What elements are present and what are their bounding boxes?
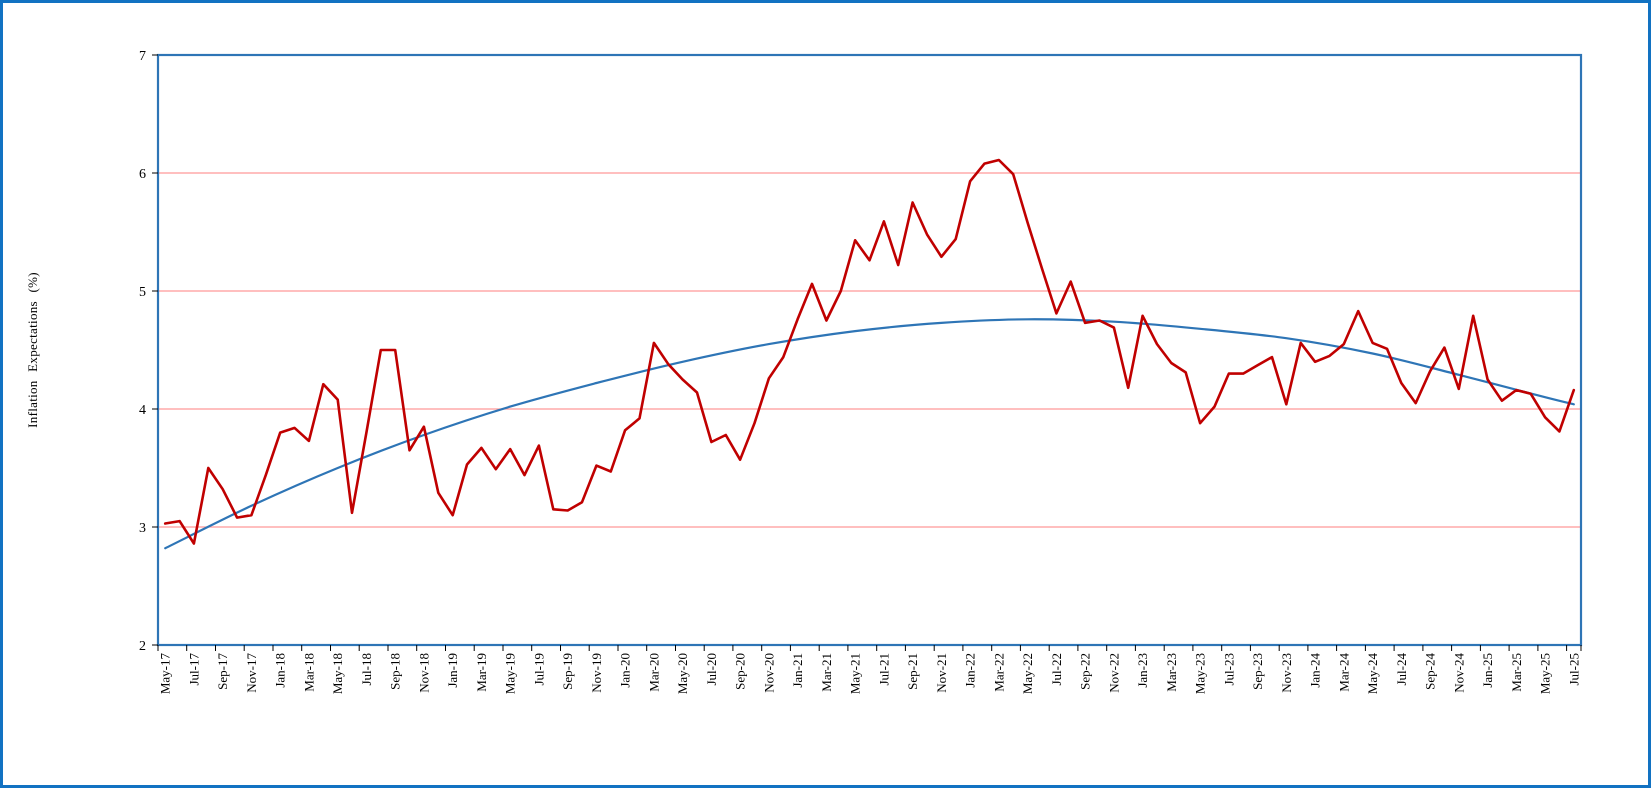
x-tick-label: Sep-22 bbox=[1078, 653, 1093, 690]
y-tick-label: 7 bbox=[139, 49, 146, 64]
trend-line-series bbox=[164, 318, 1575, 550]
x-tick-label: Mar-18 bbox=[301, 653, 316, 692]
x-tick-label: Sep-17 bbox=[215, 653, 230, 690]
x-tick-label: Nov-19 bbox=[589, 653, 604, 693]
y-tick-label: 2 bbox=[139, 639, 146, 654]
y-tick-label: 3 bbox=[139, 521, 146, 536]
x-tick-label: May-17 bbox=[158, 653, 173, 695]
x-tick-label: Jul-24 bbox=[1394, 653, 1409, 686]
x-tick-label: May-19 bbox=[503, 653, 518, 694]
x-tick-label: Mar-20 bbox=[646, 653, 661, 692]
x-tick-label: Jul-22 bbox=[1049, 653, 1064, 686]
x-tick-label: May-21 bbox=[848, 653, 863, 694]
x-tick-label: Nov-23 bbox=[1279, 653, 1294, 693]
x-tick-label: Jan-21 bbox=[790, 653, 805, 688]
x-tick-label: Sep-18 bbox=[388, 653, 403, 690]
inflation-expectations-chart: 2 3 4 5 6 7 May-17 Jul-17 Sep-17 Nov-17 Jan-18 Mar-… bbox=[139, 49, 1583, 695]
x-tick-label: May-25 bbox=[1538, 653, 1553, 694]
x-tick-label: Nov-18 bbox=[416, 653, 431, 693]
x-tick-label: Mar-23 bbox=[1164, 653, 1179, 692]
x-tick-label: Jul-23 bbox=[1221, 653, 1236, 686]
x-tick-label: Jul-19 bbox=[531, 653, 546, 686]
x-tick-label: Jan-24 bbox=[1308, 653, 1323, 688]
x-tick-label: Nov-17 bbox=[244, 653, 259, 693]
x-tick-label: Jul-25 bbox=[1566, 653, 1581, 686]
x-tick-label: Jan-18 bbox=[273, 653, 288, 688]
x-tick-label: Nov-21 bbox=[934, 653, 949, 693]
x-tick-label: Mar-24 bbox=[1336, 653, 1351, 692]
x-tick-label: Sep-20 bbox=[733, 653, 748, 690]
y-tick-label: 6 bbox=[139, 167, 146, 182]
x-tick-label: Nov-20 bbox=[761, 653, 776, 693]
x-tick-label: May-20 bbox=[675, 653, 690, 694]
x-tick-label: Jul-18 bbox=[359, 653, 374, 686]
x-tick-label: Jul-17 bbox=[186, 653, 201, 686]
x-tick-label: May-23 bbox=[1193, 653, 1208, 694]
x-tick-label: Sep-19 bbox=[560, 653, 575, 690]
x-tick-label: May-18 bbox=[330, 653, 345, 694]
y-tick-label: 5 bbox=[139, 285, 146, 300]
x-tick-label: Mar-19 bbox=[474, 653, 489, 692]
x-tick-label: Jan-25 bbox=[1480, 653, 1495, 688]
x-tick-label: Jul-20 bbox=[704, 653, 719, 686]
x-tick-label: Jan-20 bbox=[618, 653, 633, 688]
x-tick-label: May-24 bbox=[1365, 653, 1380, 695]
x-tick-label: Mar-22 bbox=[991, 653, 1006, 692]
x-tick-label: Nov-24 bbox=[1451, 653, 1466, 693]
x-tick-label: Sep-23 bbox=[1250, 653, 1265, 690]
plot-frame bbox=[156, 53, 1583, 647]
y-tick-label: 4 bbox=[139, 403, 146, 418]
y-axis-title: Inflation Expectations (%) bbox=[25, 272, 40, 428]
x-tick-label: Sep-21 bbox=[905, 653, 920, 690]
x-tick-label: Sep-24 bbox=[1423, 653, 1438, 690]
x-tick-label: May-22 bbox=[1020, 653, 1035, 694]
x-tick-label: Jul-21 bbox=[876, 653, 891, 686]
x-tick-label: Mar-25 bbox=[1509, 653, 1524, 692]
x-tick-label: Mar-21 bbox=[819, 653, 834, 692]
x-tick-label: Jan-19 bbox=[445, 653, 460, 688]
x-tick-label: Jan-23 bbox=[1135, 653, 1150, 688]
x-tick-label: Jan-22 bbox=[963, 653, 978, 688]
inflation-expectations-series bbox=[163, 158, 1576, 545]
x-tick-label: Nov-22 bbox=[1106, 653, 1121, 693]
